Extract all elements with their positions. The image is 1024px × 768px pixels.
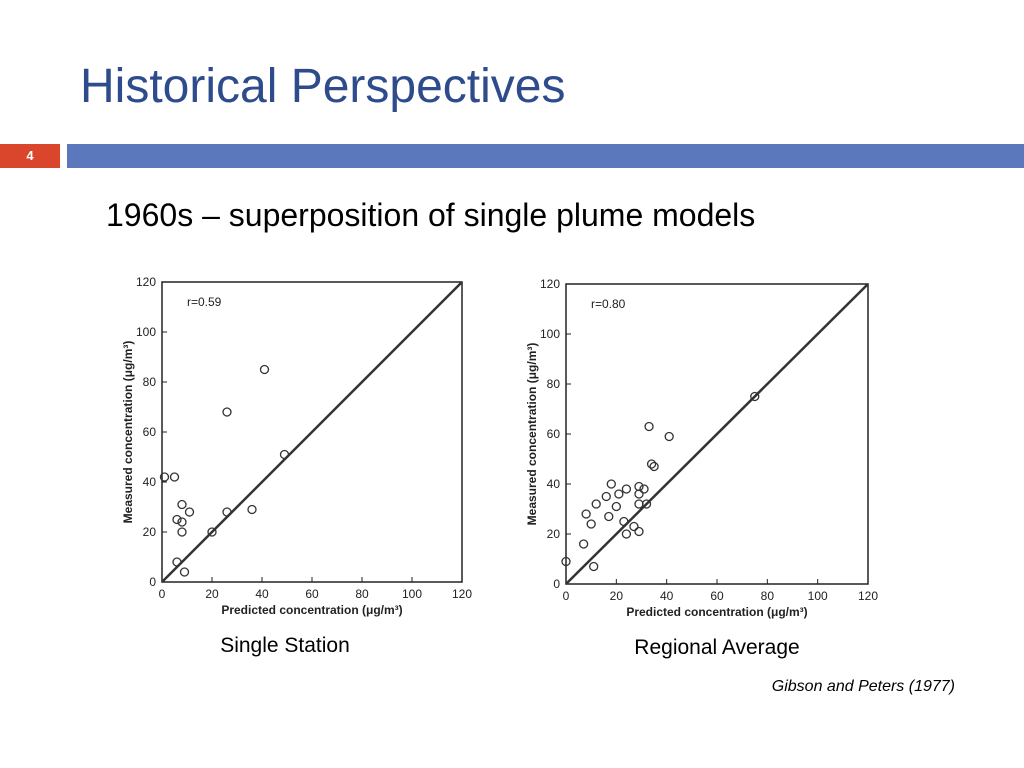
point [159,472,170,482]
point [614,489,624,499]
point [604,511,614,522]
point [750,391,760,402]
point [601,491,611,502]
point [581,509,591,519]
point [259,364,270,375]
x-tick-label: 20 [610,589,624,603]
y-tick-label: 0 [553,577,560,591]
y-tick-label: 40 [143,475,157,489]
subtitle: 1960s – superposition of single plume mo… [106,197,755,233]
x-tick-label: 80 [355,587,369,601]
x-tick-label: 100 [402,587,422,601]
point [247,504,257,515]
point [578,539,589,549]
point [611,501,621,512]
point [639,484,649,494]
x-tick-label: 0 [159,587,166,601]
x-tick-label: 40 [660,589,674,603]
point [629,521,639,532]
slide-number: 4 [26,148,34,163]
point [591,499,601,509]
x-tick-label: 120 [858,589,878,603]
y-axis-label: Measured concentration (μg/m³) [121,341,135,524]
point [634,489,644,499]
x-axis-label: Predicted concentration (μg/m³) [221,603,402,617]
y-tick-label: 20 [547,527,561,541]
y-tick-label: 80 [547,377,561,391]
x-tick-label: 20 [205,587,219,601]
caption: Single Station [220,634,350,657]
point [606,479,616,489]
point [646,459,657,469]
annotation: r=0.59 [187,295,222,309]
point [172,514,182,525]
citation: Gibson and Peters (1977) [772,678,955,695]
y-tick-label: 120 [136,275,156,289]
point [177,499,187,510]
point [589,561,599,572]
identity-line [565,283,869,585]
y-tick-label: 60 [143,425,157,439]
identity-line [161,281,463,583]
point [664,431,674,442]
x-tick-label: 60 [710,589,724,603]
slide-title: Historical Perspectives [80,60,565,113]
point [172,557,182,567]
point [207,527,217,537]
point [641,499,652,509]
y-tick-label: 100 [136,325,156,339]
y-tick-label: 120 [540,277,560,291]
number-box [0,144,60,168]
point [619,516,629,527]
point [621,529,632,539]
point [179,567,190,577]
point [621,484,632,494]
point [644,421,654,432]
point [634,499,644,509]
point [177,527,187,537]
point [184,507,195,517]
y-tick-label: 40 [547,477,561,491]
y-tick-label: 0 [149,575,156,589]
x-tick-label: 80 [761,589,775,603]
y-tick-label: 20 [143,525,157,539]
y-tick-label: 60 [547,427,561,441]
point [177,517,187,527]
point [634,526,644,537]
header-bar [67,144,1024,168]
point [222,407,232,417]
x-tick-label: 120 [452,587,472,601]
x-axis-label: Predicted concentration (μg/m³) [626,605,807,619]
x-tick-label: 0 [563,589,570,603]
annotation: r=0.80 [591,297,626,311]
y-tick-label: 80 [143,375,157,389]
point [649,461,659,472]
x-tick-label: 40 [255,587,269,601]
point [169,472,180,482]
caption: Regional Average [634,636,799,659]
point [222,507,232,517]
point [586,519,596,529]
y-tick-label: 100 [540,327,560,341]
point [279,449,290,460]
x-tick-label: 60 [305,587,319,601]
y-axis-label: Measured concentration (μg/m³) [525,343,539,526]
point [561,556,571,567]
x-tick-label: 100 [808,589,828,603]
